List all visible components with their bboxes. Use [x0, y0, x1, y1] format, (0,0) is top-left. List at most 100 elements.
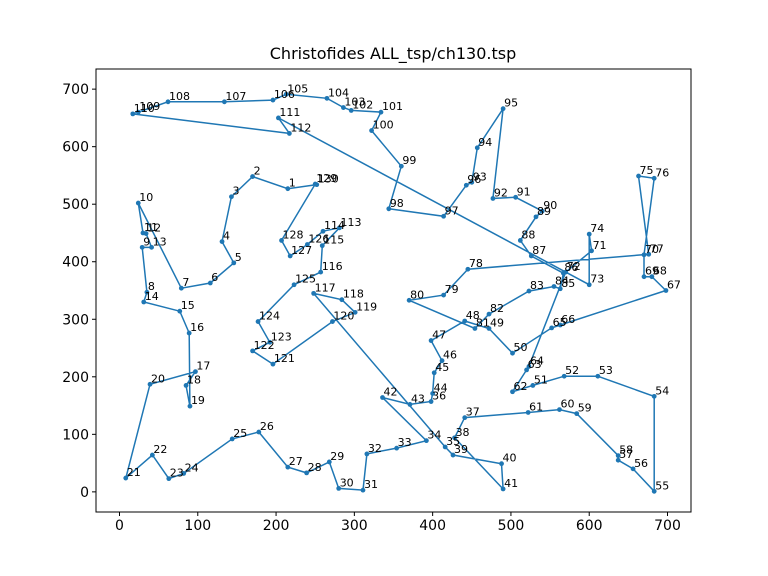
- city-label-41: 41: [504, 477, 518, 490]
- city-label-108: 108: [169, 90, 190, 103]
- city-label-20: 20: [151, 372, 165, 385]
- city-label-103: 103: [344, 96, 365, 109]
- city-label-118: 118: [343, 288, 364, 301]
- city-point-104: [324, 95, 330, 101]
- city-label-16: 16: [190, 321, 204, 334]
- city-point-71: [589, 248, 594, 254]
- city-point-112: [286, 131, 292, 136]
- city-label-1: 1: [289, 177, 296, 190]
- city-label-3: 3: [232, 185, 239, 198]
- city-point-62: [510, 389, 515, 395]
- city-label-52: 52: [565, 364, 579, 377]
- city-point-121: [270, 361, 276, 367]
- city-label-70: 70: [645, 243, 659, 256]
- city-point-94: [474, 145, 480, 151]
- city-label-56: 56: [634, 457, 648, 470]
- city-point-25: [229, 436, 235, 442]
- city-label-28: 28: [308, 461, 322, 474]
- city-point-3: [229, 194, 234, 200]
- city-label-130: 130: [318, 173, 339, 186]
- city-point-60: [557, 407, 562, 412]
- city-point-128: [279, 238, 284, 243]
- city-point-2: [250, 174, 255, 179]
- city-point-48: [462, 318, 468, 324]
- city-label-46: 46: [443, 349, 457, 362]
- city-point-97: [441, 213, 447, 219]
- city-label-18: 18: [187, 373, 201, 386]
- city-label-79: 79: [445, 283, 459, 296]
- city-label-98: 98: [390, 197, 404, 210]
- city-point-13: [149, 244, 154, 250]
- city-point-81: [472, 326, 478, 331]
- city-point-83: [526, 288, 532, 294]
- y-tick-label: 400: [62, 255, 89, 271]
- city-point-32: [364, 451, 370, 457]
- city-label-87: 87: [532, 244, 546, 257]
- x-tick-label: 0: [115, 518, 124, 534]
- city-label-60: 60: [560, 398, 574, 411]
- chart-title: Christofides ALL_tsp/ch130.tsp: [270, 44, 517, 64]
- city-point-105: [283, 91, 289, 97]
- city-point-6: [207, 280, 213, 286]
- city-point-9: [139, 244, 145, 250]
- city-point-101: [378, 109, 384, 115]
- city-label-110: 110: [134, 102, 155, 115]
- city-label-61: 61: [529, 400, 543, 413]
- city-point-109: [135, 109, 141, 115]
- city-point-34: [423, 438, 429, 444]
- city-label-50: 50: [514, 341, 528, 354]
- city-label-94: 94: [478, 136, 492, 149]
- city-point-35: [442, 444, 448, 450]
- city-label-24: 24: [185, 461, 199, 474]
- city-label-84: 84: [555, 274, 569, 287]
- city-label-6: 6: [211, 271, 218, 284]
- city-point-64: [526, 364, 532, 369]
- city-label-99: 99: [402, 154, 416, 167]
- city-point-123: [267, 339, 273, 345]
- city-label-35: 35: [446, 435, 460, 448]
- city-label-42: 42: [384, 386, 398, 399]
- city-point-43: [407, 402, 413, 407]
- city-label-115: 115: [323, 234, 344, 247]
- x-tick-label: 600: [576, 518, 603, 534]
- city-point-36: [428, 399, 434, 404]
- city-label-105: 105: [287, 82, 308, 95]
- city-label-40: 40: [503, 452, 517, 465]
- city-label-57: 57: [619, 448, 633, 461]
- city-label-51: 51: [534, 373, 548, 386]
- city-point-118: [339, 297, 345, 303]
- city-label-8: 8: [148, 280, 155, 293]
- y-tick-label: 0: [80, 485, 89, 501]
- city-label-37: 37: [466, 406, 480, 419]
- city-point-126: [304, 242, 310, 247]
- city-point-89: [533, 214, 539, 220]
- city-label-101: 101: [382, 100, 403, 113]
- city-point-8: [144, 289, 150, 295]
- city-label-111: 111: [279, 106, 300, 119]
- x-tick-label: 700: [654, 518, 681, 534]
- city-label-15: 15: [181, 299, 195, 312]
- city-label-80: 80: [410, 288, 424, 301]
- city-label-93: 93: [473, 170, 487, 183]
- city-label-65: 65: [553, 316, 567, 329]
- city-point-103: [340, 105, 346, 110]
- city-label-17: 17: [196, 360, 210, 373]
- city-point-130: [314, 182, 320, 188]
- city-point-98: [386, 206, 392, 212]
- city-point-75: [636, 173, 641, 179]
- x-tick-label: 500: [498, 518, 525, 534]
- city-label-4: 4: [223, 230, 230, 243]
- city-point-16: [186, 330, 192, 336]
- city-label-23: 23: [170, 467, 184, 480]
- city-point-44: [430, 391, 436, 396]
- city-point-76: [651, 175, 657, 181]
- y-tick-label: 300: [62, 312, 89, 328]
- city-point-84: [551, 284, 557, 289]
- city-label-117: 117: [315, 281, 336, 294]
- tour-layer: [124, 93, 668, 494]
- city-point-10: [135, 200, 141, 206]
- city-point-54: [651, 393, 657, 399]
- city-point-86: [560, 270, 566, 276]
- city-label-43: 43: [411, 392, 425, 405]
- city-label-76: 76: [655, 166, 669, 179]
